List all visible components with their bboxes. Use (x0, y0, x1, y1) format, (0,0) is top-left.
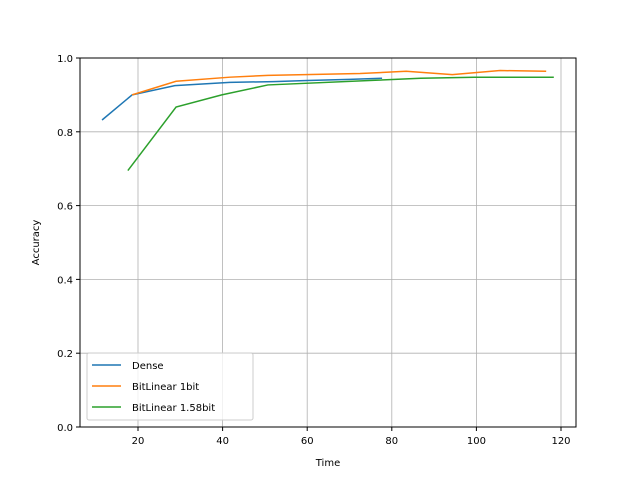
svg-text:80: 80 (385, 436, 398, 447)
svg-text:BitLinear 1.58bit: BitLinear 1.58bit (132, 403, 215, 414)
svg-text:Dense: Dense (132, 361, 164, 372)
svg-text:0.6: 0.6 (57, 202, 73, 213)
svg-text:40: 40 (216, 436, 229, 447)
svg-text:20: 20 (132, 436, 145, 447)
svg-text:Accuracy: Accuracy (31, 220, 42, 266)
svg-text:Time: Time (315, 458, 340, 469)
svg-text:100: 100 (467, 436, 486, 447)
svg-text:0.2: 0.2 (57, 349, 73, 360)
series-line (101, 77, 383, 121)
series-line (131, 69, 547, 96)
svg-text:60: 60 (301, 436, 314, 447)
svg-text:1.0: 1.0 (57, 54, 73, 65)
series-line (127, 76, 554, 171)
svg-text:120: 120 (551, 436, 570, 447)
svg-text:0.8: 0.8 (57, 128, 73, 139)
svg-text:BitLinear 1bit: BitLinear 1bit (132, 382, 199, 393)
svg-text:0.0: 0.0 (57, 423, 73, 434)
svg-text:0.4: 0.4 (57, 275, 73, 286)
